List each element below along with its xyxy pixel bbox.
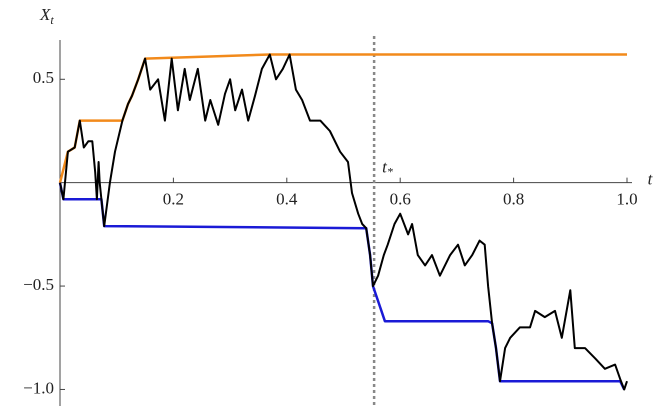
x-tick-label: 0.6 (390, 190, 411, 209)
y-axis-label: Xt (39, 5, 54, 27)
x-tick-label: 1.0 (616, 190, 637, 209)
x-tick-label: 0.8 (503, 190, 524, 209)
x-tick-label: 0.4 (276, 190, 298, 209)
series-line (58, 53, 627, 184)
y-tick-label: −1.0 (23, 378, 54, 397)
y-tick-label: −0.5 (23, 275, 54, 294)
series-line (58, 182, 626, 391)
annotation-sub: * (387, 164, 393, 178)
y-axis-label-base: X (39, 5, 51, 24)
x-tick-label: 0.2 (163, 190, 184, 209)
y-axis-label-sub: t (50, 13, 54, 27)
annotation-base: t (382, 158, 388, 177)
series-line (59, 53, 628, 391)
x-axis-label: t (648, 170, 654, 189)
annotation-label: t* (382, 158, 393, 179)
y-tick-label: 0.5 (33, 68, 54, 87)
